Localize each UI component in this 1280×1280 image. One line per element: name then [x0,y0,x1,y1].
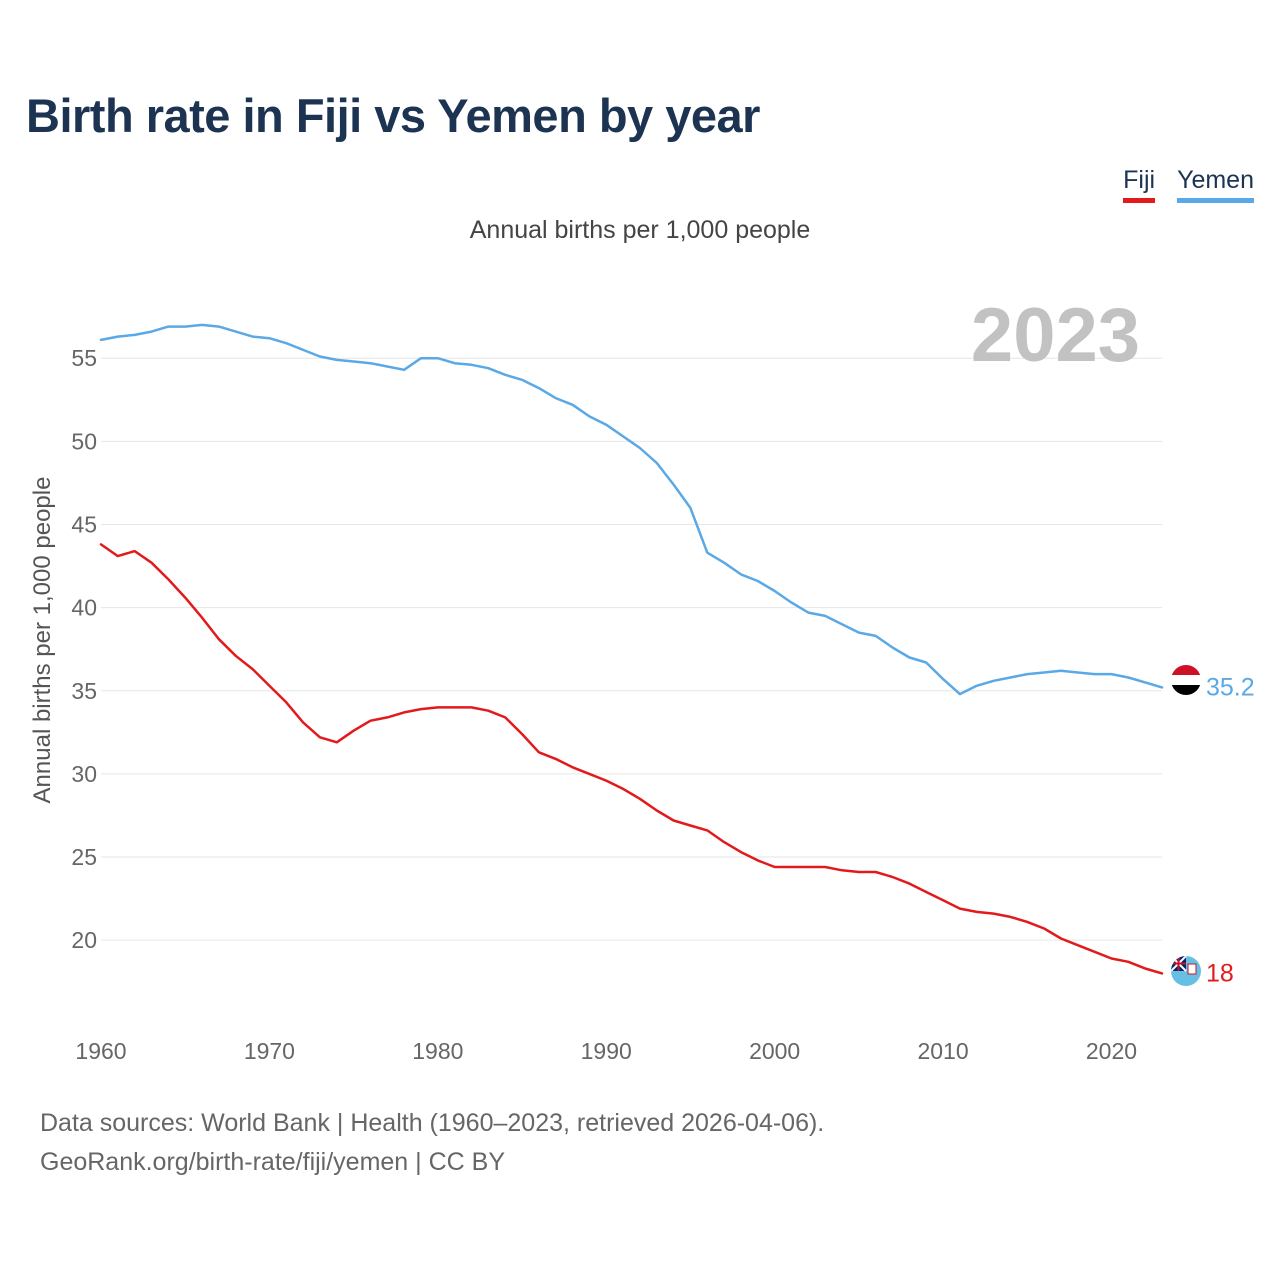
legend: Fiji Yemen [1123,165,1254,203]
yemen-flag-icon [1171,665,1201,695]
y-tick-label: 45 [71,511,97,537]
y-tick-label: 25 [71,844,97,870]
source-line: Data sources: World Bank | Health (1960–… [40,1109,825,1137]
x-tick-label: 1990 [581,1038,632,1064]
x-tick-label: 1970 [244,1038,295,1064]
source-note: Data sources: World Bank | Health (1960–… [40,1104,824,1182]
fiji-flag-icon [1171,956,1201,986]
gridlines [101,357,1162,941]
chart-subtitle: Annual births per 1,000 people [469,216,811,244]
x-tick-label: 1960 [75,1038,126,1064]
x-tick-label: 2000 [749,1038,800,1064]
current-year-label: 2023 [971,293,1140,378]
fiji-line[interactable] [99,543,1164,975]
y-tick-label: 55 [71,345,97,371]
x-tick-label: 1980 [412,1038,463,1064]
series: 18 35.2 [99,323,1255,987]
x-tick-label: 2020 [1086,1038,1137,1064]
y-tick-label: 35 [71,678,97,704]
y-tick-label: 20 [71,927,97,953]
x-tick-label: 2010 [917,1038,968,1064]
yemen-line[interactable] [99,323,1164,696]
y-axis-label: Annual births per 1,000 people [29,477,56,804]
y-tick-label: 30 [71,761,97,787]
yemen-end-label: 35.2 [1206,673,1255,701]
x-axis: 1960 1970 1980 1990 2000 2010 2020 [75,1038,1137,1064]
legend-item-yemen[interactable]: Yemen [1177,165,1254,203]
fiji-end-label: 18 [1206,959,1234,987]
line-chart: 2023 20 25 30 35 40 45 50 55 1960 1970 1980 1990 20… [29,293,1255,1064]
source-url[interactable]: GeoRank.org/birth-rate/fiji/yemen | CC B… [40,1148,506,1176]
legend-item-fiji[interactable]: Fiji [1123,165,1156,203]
y-tick-label: 40 [71,595,97,621]
y-axis: 20 25 30 35 40 45 50 55 [71,345,97,953]
y-tick-label: 50 [71,428,97,454]
page-title: Birth rate in Fiji vs Yemen by year [26,89,760,142]
